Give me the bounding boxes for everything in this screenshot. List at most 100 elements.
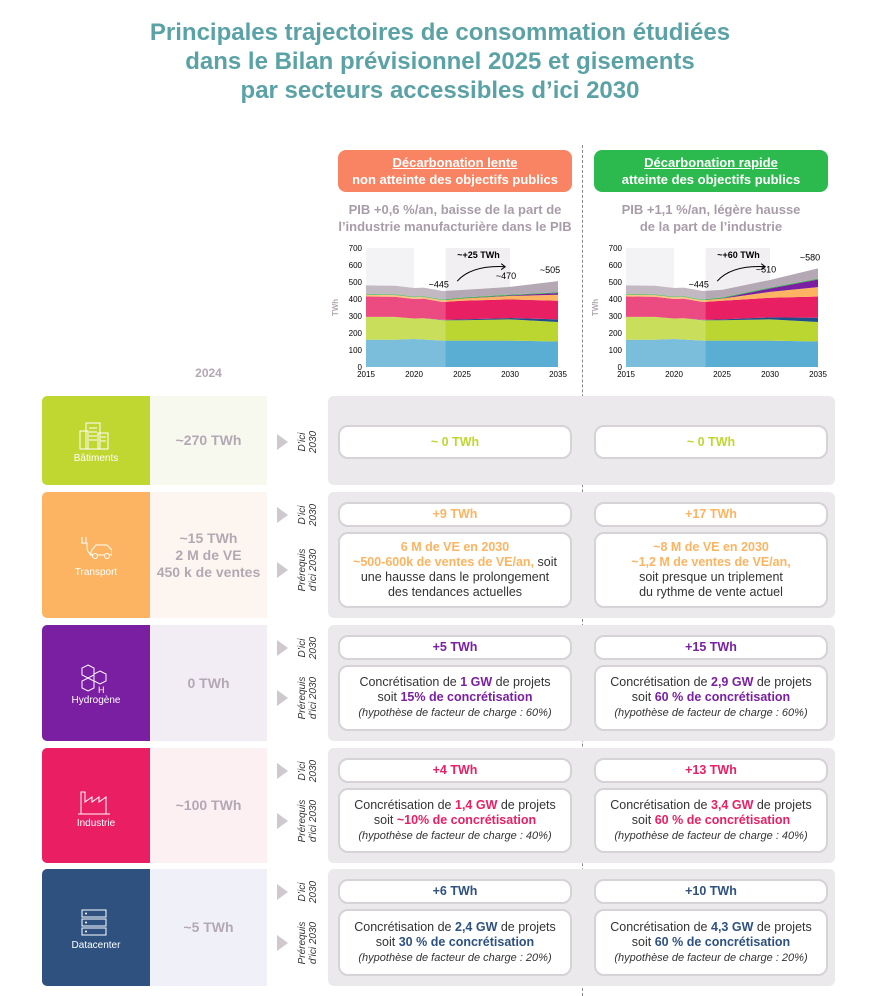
- horizon-arrow-icon: [277, 434, 288, 450]
- hydrogen-molecule-icon: H: [81, 664, 107, 695]
- horizon-box-fast: ~ 0 TWh: [594, 425, 828, 459]
- horizon-arrow-icon: [277, 762, 288, 779]
- sector-name: Hydrogène: [71, 695, 121, 706]
- text-segment: de projets: [753, 919, 812, 934]
- horizon-label: D’ici 2030: [297, 880, 319, 903]
- y-tick-label: 500: [609, 278, 623, 287]
- consumption-chart-slow: 0 100 200 300 400 500 600 700 2015 2020 2025 2030 20…: [331, 244, 567, 379]
- sector-tile: Transport: [42, 492, 150, 618]
- horizon-box-fast: +17 TWh: [594, 502, 828, 527]
- box-line: Concrétisation de 2,9 GW de projets: [596, 675, 826, 690]
- x-tick-label: 2020: [665, 370, 683, 379]
- area-series-4: [366, 294, 558, 303]
- box-line: (hypothèse de facteur de charge : 60%): [596, 705, 826, 721]
- text-segment: soit presque un triplement: [639, 570, 783, 584]
- box-line: +6 TWh: [340, 884, 570, 899]
- box-line: Concrétisation de 4,3 GW de projets: [596, 920, 826, 935]
- arrow-head: [500, 263, 507, 271]
- value-line: 0 TWh: [187, 674, 230, 691]
- prereq-box-slow: Concrétisation de 1,4 GW de projets soit …: [338, 788, 572, 853]
- sector-row-datacenter: Datacenter ~5 TWh D’ici 2030 Prérequis d’ici …: [42, 869, 835, 986]
- sector-tile: Industrie: [42, 748, 150, 863]
- highlight-text: ~1,2 M de ventes de VE/an,: [631, 555, 791, 569]
- box-line: soit 60 % de concrétisation: [596, 813, 826, 828]
- horizon-box-slow: +4 TWh: [338, 758, 572, 783]
- prereq-box-slow: 6 M de VE en 2030 ~500-600k de ventes de …: [338, 532, 572, 608]
- box-line: (hypothèse de facteur de charge : 40%): [596, 828, 826, 844]
- prereq-arrow-icon: [277, 934, 288, 951]
- text-segment: de projets: [497, 919, 556, 934]
- area-series-5: [626, 279, 818, 301]
- sector-2024-value: 0 TWh: [150, 625, 267, 741]
- text-segment: de projets: [753, 797, 812, 812]
- box-line: ~8 M de VE en 2030: [596, 540, 826, 555]
- horizon-box-slow: +9 TWh: [338, 502, 572, 527]
- prereq-label: Prérequis d’ici 2030: [297, 799, 319, 842]
- assumption-note: (hypothèse de facteur de charge : 20%): [358, 951, 552, 964]
- highlight-text: ~ 0 TWh: [686, 434, 736, 449]
- assumption-note: (hypothèse de facteur de charge : 20%): [614, 951, 808, 964]
- highlight-text: ~500-600k de ventes de VE/an,: [353, 555, 535, 569]
- box-line: ~ 0 TWh: [340, 435, 570, 450]
- highlight-text: ~10% de concrétisation: [396, 812, 537, 827]
- history-overlay: [366, 248, 446, 367]
- y-tick-label: 300: [609, 312, 623, 321]
- sector-row-transport: Transport ~15 TWh 2 M de VE 450 k de ventes…: [42, 492, 835, 618]
- text-segment: une hausse dans le prolongement: [360, 570, 550, 584]
- sector-name: Datacenter: [71, 939, 121, 951]
- box-line: +10 TWh: [596, 884, 826, 899]
- horizon-box-fast: +13 TWh: [594, 758, 828, 783]
- box-line: des tendances actuelles: [340, 585, 570, 600]
- y-axis-label: TWh: [331, 299, 340, 316]
- area-series-3: [626, 296, 818, 320]
- factory-icon: [78, 791, 110, 814]
- delta-annotation: ~+60 TWh: [717, 250, 760, 260]
- horizon-arrow-icon: [277, 639, 288, 656]
- assumption-note: (hypothèse de facteur de charge : 60%): [614, 707, 808, 719]
- y-tick-label: 200: [609, 329, 623, 338]
- text-segment: de projets: [492, 675, 551, 689]
- y-tick-label: 300: [349, 312, 363, 321]
- box-line: Concrétisation de 1 GW de projets: [340, 675, 570, 690]
- prereq-box-slow: Concrétisation de 2,4 GW de projets soit …: [338, 909, 572, 976]
- text-segment: Concrétisation de: [610, 797, 711, 812]
- horizon-label: D’ici 2030: [297, 430, 319, 454]
- text-segment: Concrétisation de: [359, 675, 461, 689]
- total-annotation: ~445: [689, 279, 709, 289]
- horizon-box-fast: +10 TWh: [594, 879, 828, 904]
- delta-annotation: ~+25 TWh: [457, 250, 500, 260]
- x-tick-label: 2035: [809, 370, 827, 379]
- sector-row-industrie: Industrie ~100 TWh D’ici 2030 Prérequis d’ici…: [42, 748, 835, 863]
- highlight-text: 30 % de concrétisation: [398, 934, 535, 949]
- text-segment: de projets: [497, 797, 556, 812]
- prereq-arrow-icon: [277, 690, 288, 706]
- highlight-text: +10 TWh: [685, 884, 737, 898]
- area-series-0: [366, 338, 558, 367]
- x-tick-label: 2035: [549, 370, 567, 379]
- y-tick-label: 500: [349, 278, 363, 287]
- y-tick-label: 400: [349, 295, 363, 304]
- history-overlay: [626, 248, 706, 367]
- y-tick-label: 700: [609, 244, 623, 253]
- highlight-text: +6 TWh: [432, 884, 478, 898]
- page-title: Principales trajectoires de consommation…: [149, 19, 731, 104]
- value-line: ~270 TWh: [175, 432, 242, 448]
- box-line: (hypothèse de facteur de charge : 40%): [340, 828, 570, 844]
- sector-row-hydrogène: H Hydrogène 0 TWh D’ici 2030 Prérequis d’ici 2…: [42, 625, 835, 741]
- sector-tile: Datacenter: [42, 869, 150, 986]
- area-series-0: [626, 338, 818, 367]
- x-tick-label: 2025: [713, 370, 731, 379]
- text-segment: Concrétisation de: [610, 675, 711, 689]
- scenario-fast-header: Décarbonation rapide atteinte des objecti…: [594, 150, 828, 192]
- text-segment: soit: [534, 555, 557, 569]
- highlight-text: +13 TWh: [685, 763, 737, 777]
- value-line: 450 k de ventes: [156, 563, 261, 580]
- highlight-text: +17 TWh: [685, 507, 737, 521]
- box-line: Concrétisation de 2,4 GW de projets: [340, 920, 570, 935]
- area-series-7: [626, 268, 818, 300]
- area-series-1: [366, 316, 558, 342]
- highlight-text: 15% de concrétisation: [400, 690, 533, 704]
- highlight-text: 1 GW: [460, 675, 493, 689]
- highlight-text: +15 TWh: [685, 640, 737, 654]
- box-line: une hausse dans le prolongement: [340, 570, 570, 585]
